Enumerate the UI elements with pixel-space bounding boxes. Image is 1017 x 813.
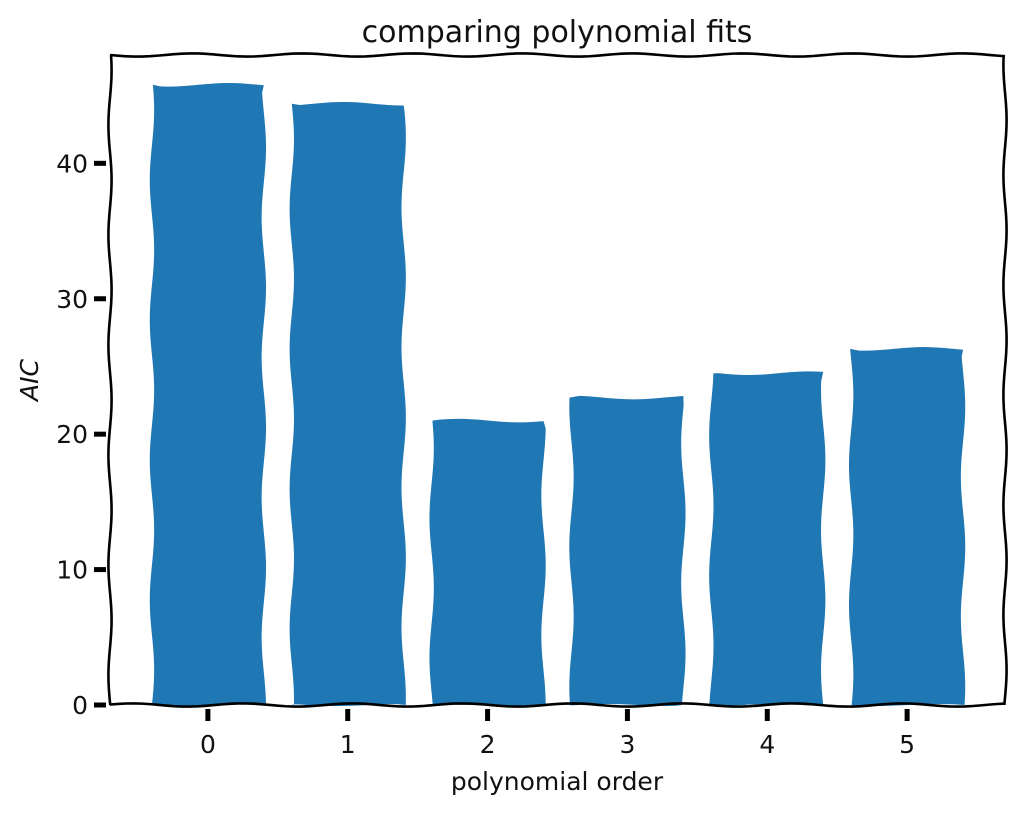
- bar-3: [569, 395, 686, 706]
- y-tick-label-20: 20: [56, 420, 88, 449]
- bar-5: [848, 347, 966, 706]
- x-tick-label-5: 5: [899, 730, 915, 759]
- bar-1: [289, 101, 406, 707]
- y-tick-label-40: 40: [56, 149, 88, 178]
- y-axis-label: AIC: [15, 358, 44, 402]
- x-axis-label: polynomial order: [451, 767, 664, 796]
- y-tick-label-10: 10: [56, 556, 88, 585]
- x-ticks: 0 1 2 3 4 5: [200, 709, 915, 759]
- bars-group: [149, 83, 966, 707]
- x-tick-label-1: 1: [340, 730, 356, 759]
- bar-4: [709, 371, 826, 706]
- bar-2: [429, 418, 546, 706]
- x-tick-label-4: 4: [759, 730, 775, 759]
- y-tick-label-0: 0: [72, 691, 88, 720]
- chart-title: comparing polynomial fits: [362, 15, 753, 50]
- bar-0: [149, 83, 267, 706]
- y-tick-label-30: 30: [56, 285, 88, 314]
- axes-frame: [107, 52, 1008, 708]
- x-tick-label-3: 3: [619, 730, 635, 759]
- x-tick-label-0: 0: [200, 730, 216, 759]
- x-tick-label-2: 2: [480, 730, 496, 759]
- y-ticks: 0 10 20 30 40: [56, 149, 106, 720]
